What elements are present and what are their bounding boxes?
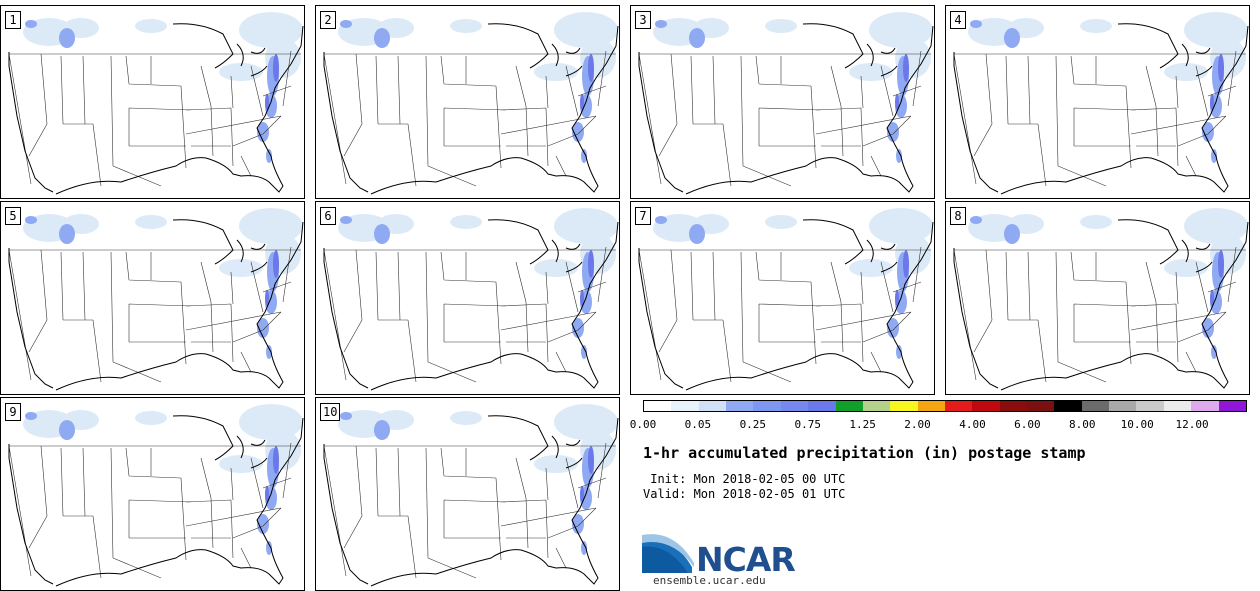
colorbar-swatch [644,401,672,411]
forecast-panel: 6 [315,201,620,395]
panel-number: 9 [5,403,21,421]
colorbar-swatch [780,401,809,411]
colorbar-tick-label: 10.00 [1120,418,1154,431]
us-map-icon [8,404,304,587]
colorbar-swatch [808,401,836,411]
colorbar-swatch [1027,401,1055,411]
init-time: Init: Mon 2018-02-05 00 UTC [643,472,846,486]
colorbar-swatch [890,401,918,411]
colorbar-swatch [972,401,1000,411]
panel-number: 10 [320,403,341,421]
colorbar-tick-label: 12.00 [1175,418,1209,431]
panel-number: 3 [635,11,651,29]
us-map-icon [953,208,1249,391]
colorbar-swatch [862,401,891,411]
colorbar-swatch [944,401,973,411]
valid-time: Valid: Mon 2018-02-05 01 UTC [643,487,846,501]
us-map-icon [323,404,619,587]
forecast-panel: 8 [945,201,1250,395]
colorbar-swatch [1109,401,1137,411]
us-map-icon [638,208,934,391]
ncar-logo-text: NCAR [696,540,796,579]
forecast-panel: 10 [315,397,620,591]
colorbar-swatch [1136,401,1164,411]
us-map-icon [323,12,619,195]
panel-number: 5 [5,207,21,225]
us-map-icon [8,208,304,391]
us-map-icon [953,12,1249,195]
forecast-panel: 2 [315,5,620,199]
colorbar-tick-label: 1.25 [849,418,876,431]
colorbar-tick-label: 4.00 [959,418,986,431]
colorbar-tick-label: 0.25 [739,418,767,431]
logo-url: ensemble.ucar.edu [653,574,766,587]
panel-number: 7 [635,207,651,225]
panel-number: 1 [5,11,21,29]
colorbar-swatch [1191,401,1219,411]
panel-number: 4 [950,11,966,29]
colorbar-swatch [726,401,754,411]
colorbar-tick-label: 0.05 [684,418,712,431]
colorbar-swatch [1054,401,1082,411]
colorbar-swatch [698,401,727,411]
colorbar-swatch [917,401,945,411]
ncar-logo-icon [642,534,694,573]
forecast-panel: 7 [630,201,935,395]
us-map-icon [8,12,304,195]
colorbar-swatch [1163,401,1192,411]
us-map-icon [638,12,934,195]
colorbar-swatch [753,401,781,411]
colorbar-tick-label: 8.00 [1069,418,1096,431]
panel-number: 2 [320,11,336,29]
colorbar-tick-label: 0.00 [629,418,657,431]
colorbar-tick-label: 6.00 [1014,418,1041,431]
colorbar-swatch [1081,401,1110,411]
colorbar-swatch [999,401,1028,411]
colorbar-swatch [835,401,863,411]
forecast-panel: 5 [0,201,305,395]
panel-number: 8 [950,207,966,225]
us-map-icon [323,208,619,391]
colorbar-swatch [1218,401,1246,411]
colorbar-tick-label: 2.00 [904,418,931,431]
colorbar-tick-label: 0.75 [794,418,821,431]
forecast-panel: 4 [945,5,1250,199]
forecast-panel: 1 [0,5,305,199]
forecast-panel: 9 [0,397,305,591]
precip-colorbar [643,400,1247,412]
forecast-panel: 3 [630,5,935,199]
colorbar-swatch [671,401,699,411]
panel-number: 6 [320,207,336,225]
figure-title: 1-hr accumulated precipitation (in) post… [643,444,1086,462]
